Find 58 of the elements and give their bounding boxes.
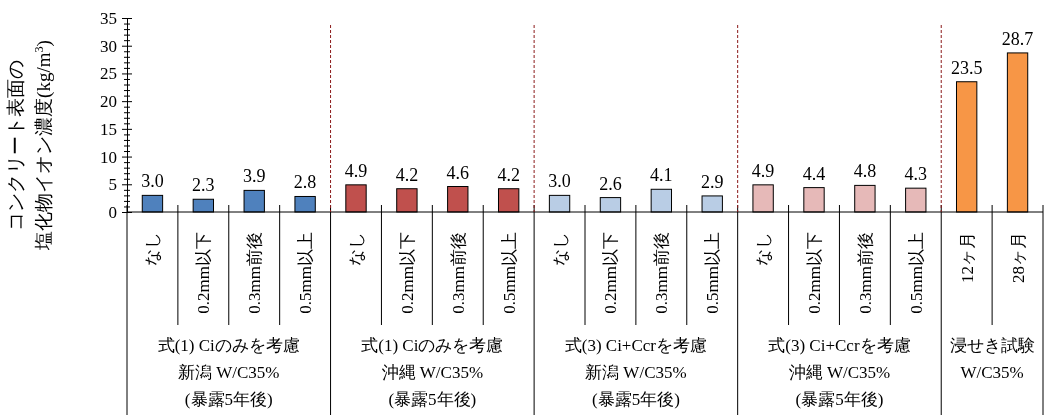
x-tick-label: 0.2mm以下 (397, 232, 417, 314)
data-label: 4.1 (650, 165, 673, 186)
data-label: 3.0 (141, 171, 164, 192)
text: 新潟 W/C35% (585, 363, 687, 382)
y-tick-label: 35 (100, 8, 117, 28)
data-label: 3.0 (548, 171, 571, 192)
data-label: 4.2 (395, 164, 419, 185)
x-tick-label: 0.3mm前後 (652, 232, 672, 314)
text: 式(1) Ciのみを考慮 (157, 336, 300, 355)
y-tick-label: 30 (100, 36, 117, 56)
text: 沖縄 W/C35% (381, 363, 484, 382)
text: W/C35% (960, 363, 1024, 382)
data-label: 4.3 (904, 164, 928, 185)
data-label: 3.9 (242, 166, 266, 187)
data-label: 2.8 (293, 172, 317, 193)
data-label: 4.9 (344, 160, 368, 181)
x-tick-label: 0.2mm以下 (601, 232, 621, 314)
text: (暴露5年後) (795, 390, 884, 409)
x-tick-label: なし (143, 232, 163, 266)
text: 式(1) Ciのみを考慮 (361, 336, 504, 355)
text: (暴露5年後) (591, 390, 680, 409)
y-tick-label: 20 (100, 92, 117, 112)
x-tick-label: なし (347, 232, 366, 266)
text: 浸せき試験 (949, 336, 1035, 355)
y-tick-label: 10 (100, 147, 117, 167)
x-tick-label: 0.3mm前後 (448, 232, 468, 314)
x-tick-label: 0.2mm以下 (194, 232, 214, 314)
text: (暴露5年後) (388, 390, 477, 409)
data-label: 2.9 (700, 171, 724, 192)
data-label: 4.6 (446, 162, 470, 183)
text: 式(3) Ci+Ccrを考慮 (564, 336, 708, 355)
data-label: 2.6 (599, 173, 622, 194)
data-label: 4.2 (497, 164, 520, 185)
x-tick-label: 0.5mm以上 (296, 232, 316, 314)
x-tick-label: 28ヶ月 (1008, 232, 1028, 283)
x-tick-label: 0.5mm以上 (906, 232, 926, 314)
x-tick-label: 0.2mm以下 (805, 232, 824, 314)
data-label: 4.9 (751, 160, 775, 181)
x-tick-label: 0.5mm以上 (703, 232, 723, 314)
y-tick-label: 5 (108, 175, 117, 195)
x-tick-label: 12ヶ月 (957, 232, 977, 283)
y-tick-label: 25 (100, 64, 117, 84)
x-tick-label: なし (550, 232, 570, 266)
data-label: 4.4 (802, 163, 826, 184)
x-tick-label: なし (754, 232, 774, 266)
text: 式(3) Ci+Ccrを考慮 (768, 336, 911, 355)
text: 新潟 W/C35% (178, 363, 280, 382)
x-tick-label: 0.3mm前後 (245, 232, 265, 314)
data-label: 23.5 (950, 57, 983, 78)
x-tick-label: 0.5mm以上 (499, 232, 519, 314)
text: 沖縄 W/C35% (788, 363, 891, 382)
x-tick-label: 0.3mm前後 (855, 232, 875, 314)
data-label: 4.8 (853, 161, 877, 182)
y-tick-label: 0 (108, 202, 117, 222)
data-label: 28.7 (1001, 28, 1034, 49)
text: (暴露5年後) (184, 390, 273, 409)
data-label: 2.3 (192, 175, 215, 196)
y-tick-label: 15 (100, 119, 117, 139)
